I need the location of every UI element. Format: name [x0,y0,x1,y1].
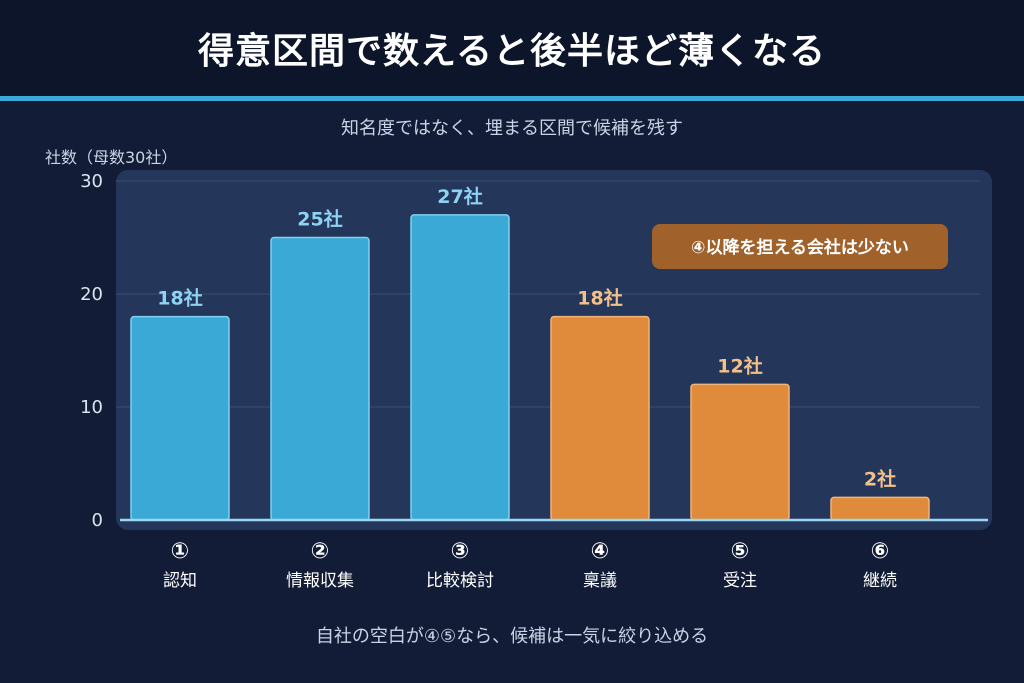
x-category-label: 比較検討 [426,571,494,591]
y-tick-label: 20 [80,284,103,305]
x-category-label: 受注 [723,571,757,591]
x-category-number: ① [171,539,190,564]
title-band [0,0,1024,96]
y-axis-label: 社数（母数30社） [45,148,177,167]
bar-value-label: 18社 [157,287,202,310]
bar [130,315,230,521]
x-category-label: 情報収集 [286,571,354,591]
bar-value-label: 2社 [864,467,896,490]
x-category-number: ② [311,539,330,564]
x-category-label: 認知 [163,571,197,591]
x-category-label: 継続 [863,571,897,591]
bar-value-label: 18社 [577,287,622,310]
footer-note: 自社の空白が④⑤なら、候補は一気に絞り込める [315,626,709,647]
y-tick-label: 30 [80,171,103,192]
bar [550,315,650,521]
x-category-number: ④ [591,539,610,564]
bar-value-label: 27社 [437,185,482,208]
bar [410,214,510,521]
chart-subtitle: 知名度ではなく、埋まる区間で候補を残す [341,118,683,139]
annotation-text: ④以降を担える会社は少ない [691,237,909,258]
annotation-callout [652,224,948,269]
y-tick-label: 0 [92,510,103,531]
x-category-number: ⑤ [731,539,750,564]
y-tick-label: 10 [80,397,103,418]
title-rule [0,96,1024,101]
x-category-number: ⑥ [871,539,890,564]
x-category-number: ③ [451,539,470,564]
bar [830,496,930,521]
x-category-label: 稟議 [583,570,617,591]
bar-value-label: 25社 [297,208,342,231]
bar-value-label: 12社 [717,354,762,377]
bar [690,383,790,521]
page-title: 得意区間で数えると後半ほど薄くなる [198,31,826,72]
bar [270,236,370,521]
